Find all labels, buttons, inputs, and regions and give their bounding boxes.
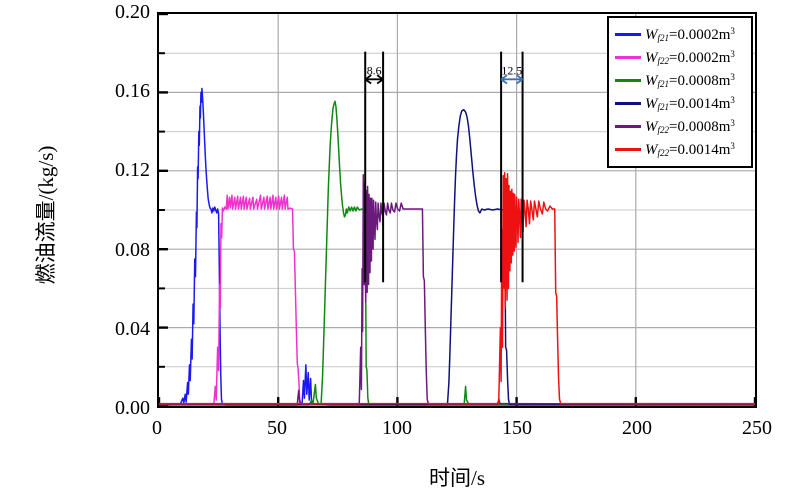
legend-item-label: Wf21=0.0002m3 bbox=[645, 25, 735, 43]
y-axis-tick-label: 0.04 bbox=[115, 317, 150, 340]
x-axis-tick-label: 200 bbox=[622, 417, 652, 439]
y-axis-tick-label: 0.00 bbox=[115, 397, 150, 419]
y-axis-tick-label: 0.16 bbox=[115, 80, 150, 103]
legend-item[interactable]: Wf22=0.0008m3 bbox=[615, 115, 744, 138]
y-axis-tick-label: 0.20 bbox=[115, 1, 150, 23]
series-line bbox=[159, 195, 755, 404]
plot-area: 8.6 12.5 bbox=[157, 12, 757, 408]
legend-color-swatch bbox=[615, 56, 641, 59]
annotation-label: 8.6 bbox=[367, 63, 382, 77]
y-axis-tick-label: 0.08 bbox=[115, 238, 150, 261]
legend-item-label: Wf22=0.0002m3 bbox=[645, 48, 735, 66]
data-series-group bbox=[159, 14, 755, 406]
legend-item-label: Wf22=0.0008m3 bbox=[645, 117, 735, 135]
legend-item[interactable]: Wf22=0.0002m3 bbox=[615, 46, 744, 69]
legend-color-swatch bbox=[615, 125, 641, 128]
y-axis-tick-labels: 0.00 0.04 0.08 0.12 0.16 0.20 bbox=[62, 0, 150, 503]
y-axis-tick-label: 0.12 bbox=[115, 159, 150, 182]
legend-item[interactable]: Wf21=0.0014m3 bbox=[615, 92, 744, 115]
series-line bbox=[159, 88, 755, 405]
x-axis-tick-label: 0 bbox=[152, 417, 162, 439]
annotation-label: 12.5 bbox=[501, 63, 522, 77]
y-axis-title: 燃油流量/(kg/s) bbox=[34, 145, 58, 285]
annotation-double-arrow bbox=[501, 75, 522, 83]
annotation-double-arrow bbox=[365, 75, 383, 83]
x-axis-tick-label: 250 bbox=[742, 417, 772, 439]
legend-color-swatch bbox=[615, 148, 641, 151]
legend-item[interactable]: Wf22=0.0014m3 bbox=[615, 138, 744, 161]
legend: Wf21=0.0002m3 Wf22=0.0002m3 Wf21=0.0008m3 W… bbox=[607, 16, 753, 168]
legend-item[interactable]: Wf21=0.0008m3 bbox=[615, 69, 744, 92]
legend-item[interactable]: Wf21=0.0002m3 bbox=[615, 23, 744, 46]
x-axis-tick-label: 100 bbox=[382, 417, 412, 439]
x-axis-title: 时间/s bbox=[428, 466, 485, 490]
legend-color-swatch bbox=[615, 33, 641, 36]
series-line bbox=[159, 173, 755, 404]
x-axis-tick-label: 150 bbox=[502, 417, 532, 439]
series-line bbox=[159, 101, 755, 405]
x-axis-tick-label: 50 bbox=[267, 417, 287, 439]
annotation-group: 8.6 12.5 bbox=[159, 14, 755, 406]
legend-item-label: Wf21=0.0014m3 bbox=[645, 94, 735, 112]
legend-color-swatch bbox=[615, 102, 641, 105]
legend-item-label: Wf21=0.0008m3 bbox=[645, 71, 735, 89]
legend-color-swatch bbox=[615, 79, 641, 82]
legend-item-label: Wf22=0.0014m3 bbox=[645, 140, 735, 158]
series-line bbox=[159, 175, 755, 405]
